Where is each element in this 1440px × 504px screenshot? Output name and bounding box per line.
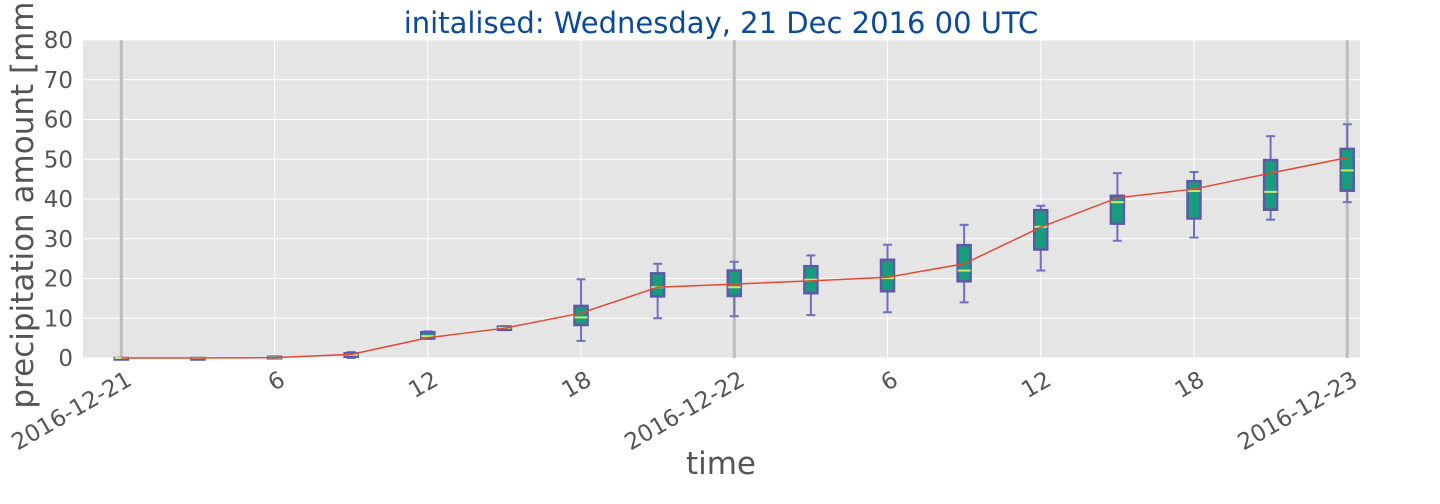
box-48h	[1339, 123, 1355, 204]
y-tick-labels: 0 10 20 30 40 50 60 70 80	[44, 28, 73, 372]
box-39h	[1109, 172, 1126, 242]
box-42h	[1186, 170, 1202, 239]
x-axis-label: time	[686, 446, 756, 482]
x-tick-label: 2016-12-23	[1233, 367, 1362, 456]
x-tick-label: 2016-12-22	[621, 367, 750, 456]
box-iqr	[1262, 158, 1279, 211]
x-tick-label: 18	[558, 367, 596, 404]
box-27h	[803, 254, 819, 317]
y-tick-label: 10	[44, 306, 73, 332]
y-tick-label: 20	[44, 267, 73, 293]
y-axis-label: precipitation amount [mm]	[5, 0, 41, 409]
y-tick-label: 80	[44, 28, 73, 54]
x-tick-label: 18	[1171, 367, 1209, 404]
x-tick-label: 12	[404, 367, 442, 404]
box-45h	[1262, 135, 1279, 221]
y-tick-label: 60	[44, 108, 73, 134]
box-iqr	[649, 272, 666, 298]
y-tick-label: 70	[44, 68, 73, 94]
y-tick-label: 30	[44, 227, 73, 253]
box-iqr	[1186, 179, 1202, 220]
mean-series	[121, 156, 1348, 359]
y-tick-label: 0	[58, 346, 73, 372]
chart-title: initalised: Wednesday, 21 Dec 2016 00 UT…	[404, 6, 1039, 40]
x-tick-label: 6	[877, 367, 903, 397]
x-tick-labels: 2016-12-21 6 12 18 2016-12-22 6 12 18 2016-12-23	[8, 367, 1363, 456]
box-iqr	[879, 258, 896, 293]
box-iqr	[573, 304, 589, 327]
x-tick-label: 6	[264, 367, 290, 397]
y-tick-label: 40	[44, 187, 73, 213]
box-30h	[879, 243, 896, 314]
x-tick-label: 12	[1017, 367, 1055, 404]
box-18h	[573, 278, 589, 342]
mean-line	[121, 156, 1348, 359]
y-tick-label: 50	[44, 147, 73, 173]
